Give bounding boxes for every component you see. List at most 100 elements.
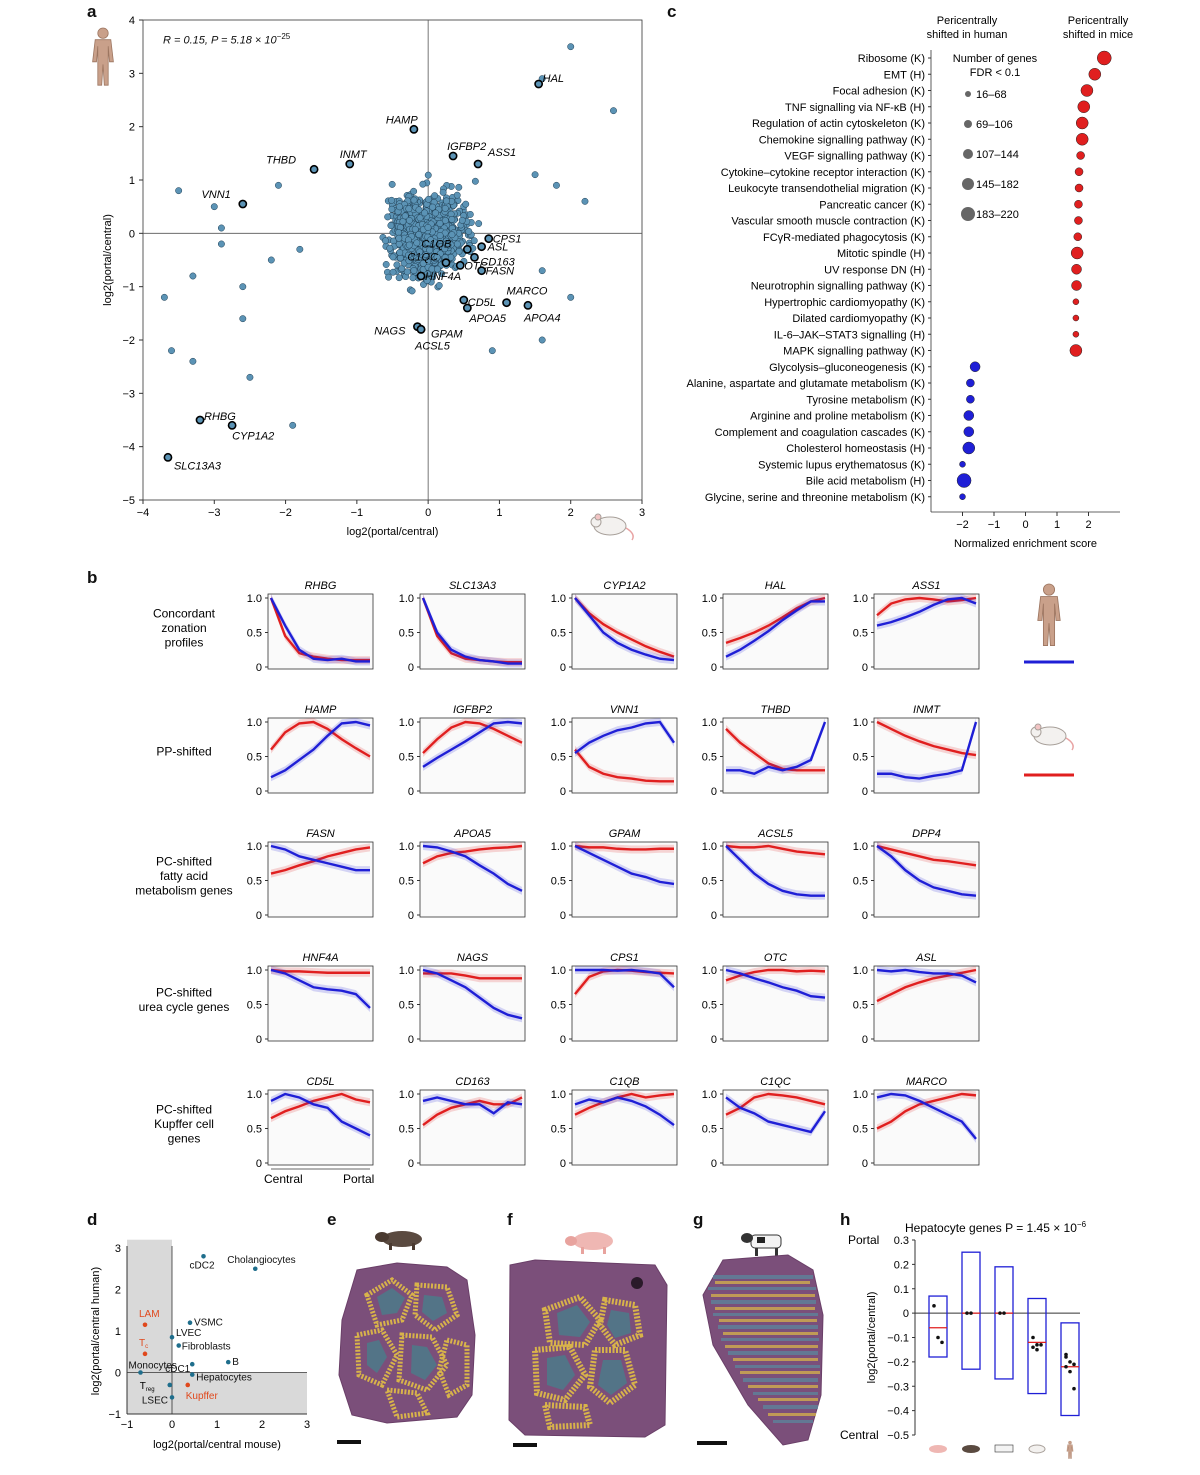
y-tick-label: 0.5 (399, 1000, 414, 1012)
celltype-label: LAM (139, 1309, 160, 1320)
y-tick-label: 0.5 (853, 1000, 868, 1012)
y-tick-label: 0.5 (551, 876, 566, 888)
panel-letter-f: f (507, 1210, 513, 1229)
pathway-point (956, 473, 972, 488)
y-tick-label: 0.5 (551, 1124, 566, 1136)
gene-title: VNN1 (610, 704, 639, 716)
legend-size-label: 183–220 (976, 209, 1019, 221)
y-tick-label: 0.5 (702, 752, 717, 764)
gene-label: FASN (486, 266, 515, 278)
pathway-label: MAPK signalling pathway (K) (783, 346, 925, 358)
y-tick-label: 1.0 (853, 717, 868, 729)
data-point (936, 1335, 940, 1340)
data-point (1064, 1364, 1068, 1369)
gene-point (415, 231, 423, 238)
data-point (1031, 1345, 1035, 1350)
highlighted-gene-point (238, 199, 248, 209)
y-tick-label: 0 (711, 786, 717, 798)
gene-point (426, 246, 434, 254)
pathway-label: FCγR-mediated phagocytosis (K) (763, 232, 925, 244)
legend-size-dot (962, 178, 974, 190)
y-tick-label: 0.5 (247, 752, 262, 764)
pathway-point (966, 395, 975, 404)
mini-plot-frame (267, 965, 374, 1042)
row-label: fatty acid (160, 869, 208, 883)
y-tick-label: 0.5 (551, 1000, 566, 1012)
y-tick-label: 1.0 (853, 841, 868, 853)
pathway-point (1077, 100, 1091, 113)
pathway-label: Complement and coagulation cascades (K) (715, 427, 925, 439)
celltype-point (189, 1372, 195, 1377)
mini-plot-frame (571, 965, 678, 1042)
gene-point (431, 192, 439, 200)
curve-line (270, 1092, 371, 1120)
pathway-label: Glycolysis–gluconeogenesis (K) (769, 362, 925, 374)
gene-point (425, 195, 432, 203)
gene-label: INMT (340, 149, 368, 161)
celltype-point (225, 1359, 231, 1365)
gene-point (395, 229, 402, 236)
pathway-point (1074, 167, 1084, 176)
celltype-label: Hepatocytes (196, 1373, 252, 1384)
highlighted-gene-point (416, 324, 426, 334)
curve-line (422, 720, 523, 768)
plot-frame (142, 19, 643, 501)
pathway-label: Cholesterol homeostasis (H) (786, 443, 925, 455)
y-tick-label: −0.3 (887, 1381, 909, 1393)
gene-point (465, 227, 473, 235)
gene-point (405, 205, 413, 213)
y-tick-label: −4 (122, 442, 135, 454)
gene-point (410, 187, 418, 195)
mouse-tail-shape (625, 527, 634, 541)
pathway-label: Systemic lupus erythematosus (K) (758, 459, 925, 471)
gene-title: CD163 (455, 1076, 490, 1088)
highlighted-gene-point (227, 420, 237, 430)
human-body-shape (1037, 596, 1061, 647)
celltype-label: VSMC (194, 1318, 223, 1329)
curve-line (422, 1096, 523, 1115)
gene-point (385, 273, 392, 281)
curve-line (725, 600, 825, 658)
data-point (1072, 1386, 1076, 1391)
pathway-label: Dilated cardiomyopathy (K) (792, 313, 925, 325)
y-tick-label: 0 (560, 786, 566, 798)
y-tick-label: 0 (256, 662, 262, 674)
celltype-point (169, 1395, 175, 1400)
gene-label: HAL (543, 73, 564, 85)
y-tick-label: 0 (256, 786, 262, 798)
y-tick-label: 0 (862, 1034, 868, 1046)
panel-a-stat: R = 0.15, P = 5.18 × 10−25 (163, 32, 291, 47)
celltype-point (187, 1320, 193, 1325)
y-tick-label: 0.5 (853, 752, 868, 764)
curve-line (574, 597, 675, 658)
pathway-label: VEGF signalling pathway (K) (784, 151, 925, 163)
mini-plot-frame (722, 841, 829, 918)
legend-size-label: 69–106 (976, 119, 1013, 131)
header-mice-1: Pericentrally (1068, 15, 1129, 27)
gene-title: DPP4 (912, 828, 941, 840)
celltype-label: LSEC (142, 1395, 168, 1406)
row-label: PC-shifted (156, 986, 212, 1000)
y-tick-label: 0 (408, 1034, 414, 1046)
y-tick-label: −0.5 (887, 1430, 909, 1442)
highlighted-gene-point (455, 260, 465, 270)
highlighted-gene-point (163, 452, 173, 462)
human-icon (1066, 1440, 1074, 1459)
y-tick-label: 0.5 (702, 628, 717, 640)
human-head-shape (1042, 583, 1056, 596)
gene-point (441, 245, 449, 253)
gene-label: SLC13A3 (174, 460, 222, 472)
gene-point-outlier (175, 187, 183, 195)
gene-point (439, 188, 447, 196)
pathway-label: Regulation of actin cytoskeleton (K) (752, 118, 925, 130)
y-tick-label: 0 (560, 1158, 566, 1170)
mini-plot-frame (267, 841, 374, 918)
curve-line (876, 1092, 977, 1130)
y-tick-label: 0 (560, 910, 566, 922)
gene-title: C1QB (610, 1076, 640, 1088)
curve-line (422, 968, 523, 1020)
curve-ribbon (726, 842, 825, 859)
curve-line (876, 968, 977, 984)
gene-point-outlier (267, 256, 275, 264)
